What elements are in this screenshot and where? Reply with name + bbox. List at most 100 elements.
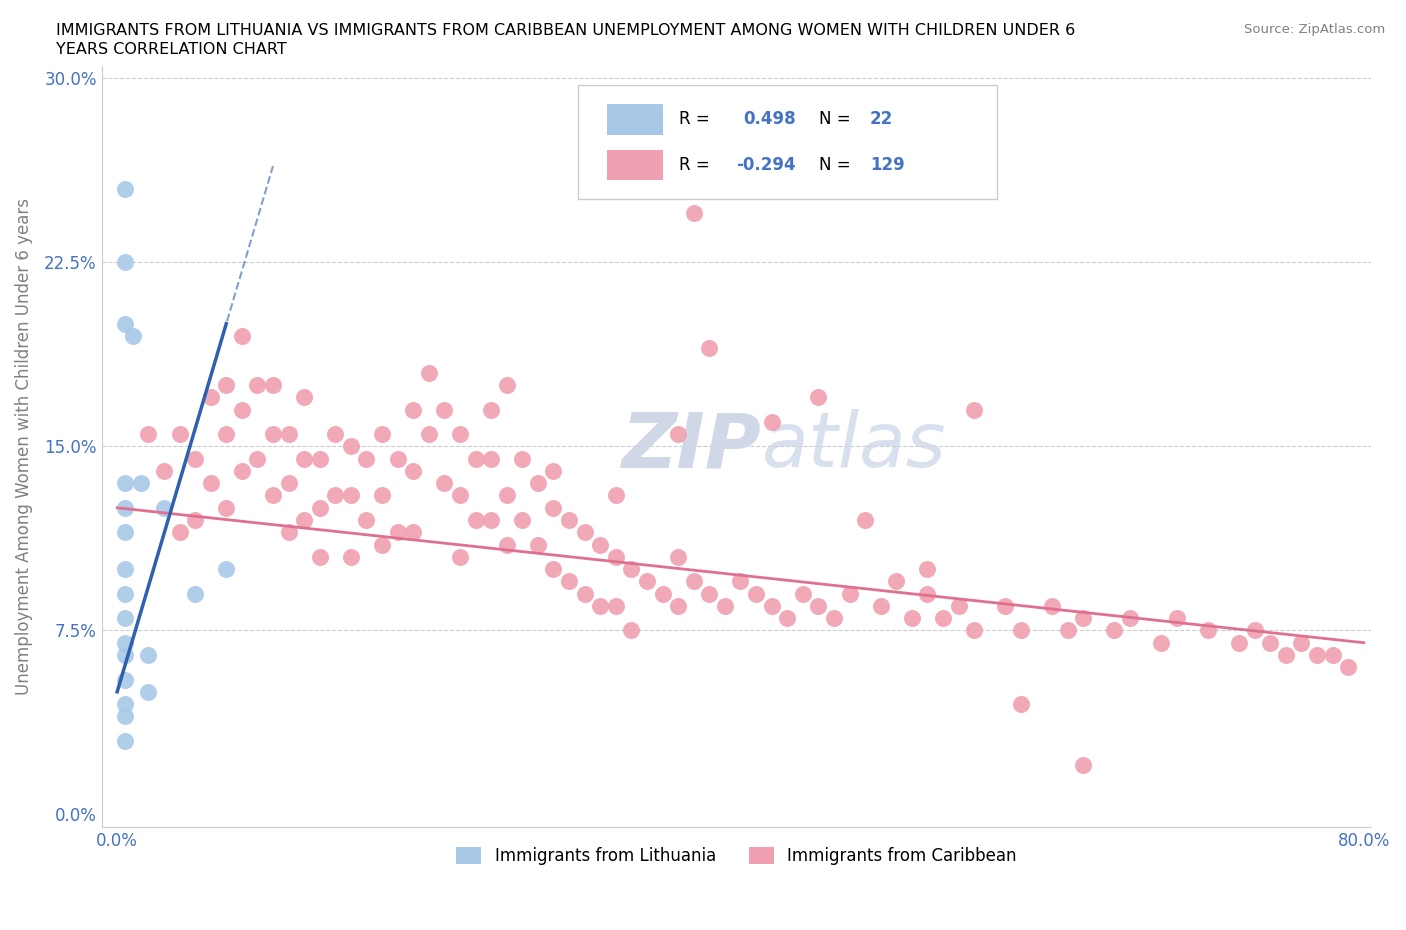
Point — [479, 402, 502, 417]
Point — [449, 427, 471, 442]
Point — [402, 525, 425, 539]
Point — [114, 734, 136, 749]
Point — [605, 599, 627, 614]
Point — [277, 525, 299, 539]
Point — [697, 586, 720, 601]
Point — [449, 488, 471, 503]
Point — [464, 512, 486, 527]
Point — [323, 427, 346, 442]
Point — [1197, 623, 1219, 638]
Point — [356, 512, 378, 527]
Text: atlas: atlas — [762, 409, 946, 484]
Point — [558, 574, 581, 589]
Point — [114, 525, 136, 539]
Point — [114, 672, 136, 687]
Point — [418, 365, 440, 380]
Point — [1056, 623, 1078, 638]
Point — [917, 562, 939, 577]
Point — [215, 378, 238, 392]
Point — [215, 562, 238, 577]
Point — [114, 476, 136, 491]
Point — [963, 623, 986, 638]
Point — [340, 439, 363, 454]
Text: -0.294: -0.294 — [737, 156, 796, 174]
Text: 129: 129 — [870, 156, 904, 174]
Point — [433, 402, 456, 417]
Text: R =: R = — [679, 156, 716, 174]
Point — [114, 500, 136, 515]
Point — [901, 611, 924, 626]
Text: R =: R = — [679, 111, 721, 128]
Point — [853, 512, 876, 527]
Point — [838, 586, 860, 601]
Point — [527, 476, 550, 491]
Point — [558, 512, 581, 527]
FancyBboxPatch shape — [607, 104, 662, 135]
Text: Source: ZipAtlas.com: Source: ZipAtlas.com — [1244, 23, 1385, 36]
Point — [823, 611, 845, 626]
Point — [589, 538, 612, 552]
Point — [215, 427, 238, 442]
Point — [479, 451, 502, 466]
Point — [114, 255, 136, 270]
Point — [510, 512, 533, 527]
Point — [277, 427, 299, 442]
Point — [114, 647, 136, 662]
Point — [200, 390, 222, 405]
Point — [114, 316, 136, 331]
Point — [682, 574, 704, 589]
Point — [1166, 611, 1188, 626]
Point — [807, 599, 830, 614]
Point — [114, 562, 136, 577]
Point — [963, 402, 986, 417]
Point — [479, 512, 502, 527]
Point — [323, 488, 346, 503]
Point — [589, 599, 612, 614]
Point — [387, 451, 409, 466]
Point — [246, 451, 269, 466]
Point — [620, 562, 643, 577]
Text: ZIP: ZIP — [623, 409, 762, 484]
Point — [114, 709, 136, 724]
Point — [262, 488, 284, 503]
Point — [666, 427, 689, 442]
Point — [1275, 647, 1298, 662]
Point — [129, 476, 152, 491]
Point — [666, 599, 689, 614]
Point — [543, 562, 565, 577]
Point — [418, 427, 440, 442]
Point — [138, 684, 160, 699]
Point — [371, 538, 394, 552]
Point — [917, 586, 939, 601]
Point — [340, 550, 363, 565]
Point — [114, 586, 136, 601]
Point — [636, 574, 658, 589]
Point — [387, 525, 409, 539]
Point — [215, 500, 238, 515]
Point — [574, 525, 596, 539]
Point — [651, 586, 673, 601]
Point — [138, 647, 160, 662]
Point — [761, 415, 783, 430]
Point — [495, 538, 517, 552]
Point — [433, 476, 456, 491]
Point — [114, 697, 136, 711]
Point — [292, 512, 315, 527]
Point — [1071, 758, 1094, 773]
Point — [340, 488, 363, 503]
Point — [184, 586, 207, 601]
Point — [246, 378, 269, 392]
Point — [308, 500, 330, 515]
FancyBboxPatch shape — [578, 86, 997, 199]
Point — [169, 525, 191, 539]
Point — [574, 586, 596, 601]
Point — [371, 427, 394, 442]
Text: YEARS CORRELATION CHART: YEARS CORRELATION CHART — [56, 42, 287, 57]
Point — [1150, 635, 1173, 650]
Point — [1258, 635, 1281, 650]
Point — [1071, 611, 1094, 626]
Point — [262, 427, 284, 442]
Point — [1040, 599, 1063, 614]
Point — [277, 476, 299, 491]
Point — [292, 451, 315, 466]
